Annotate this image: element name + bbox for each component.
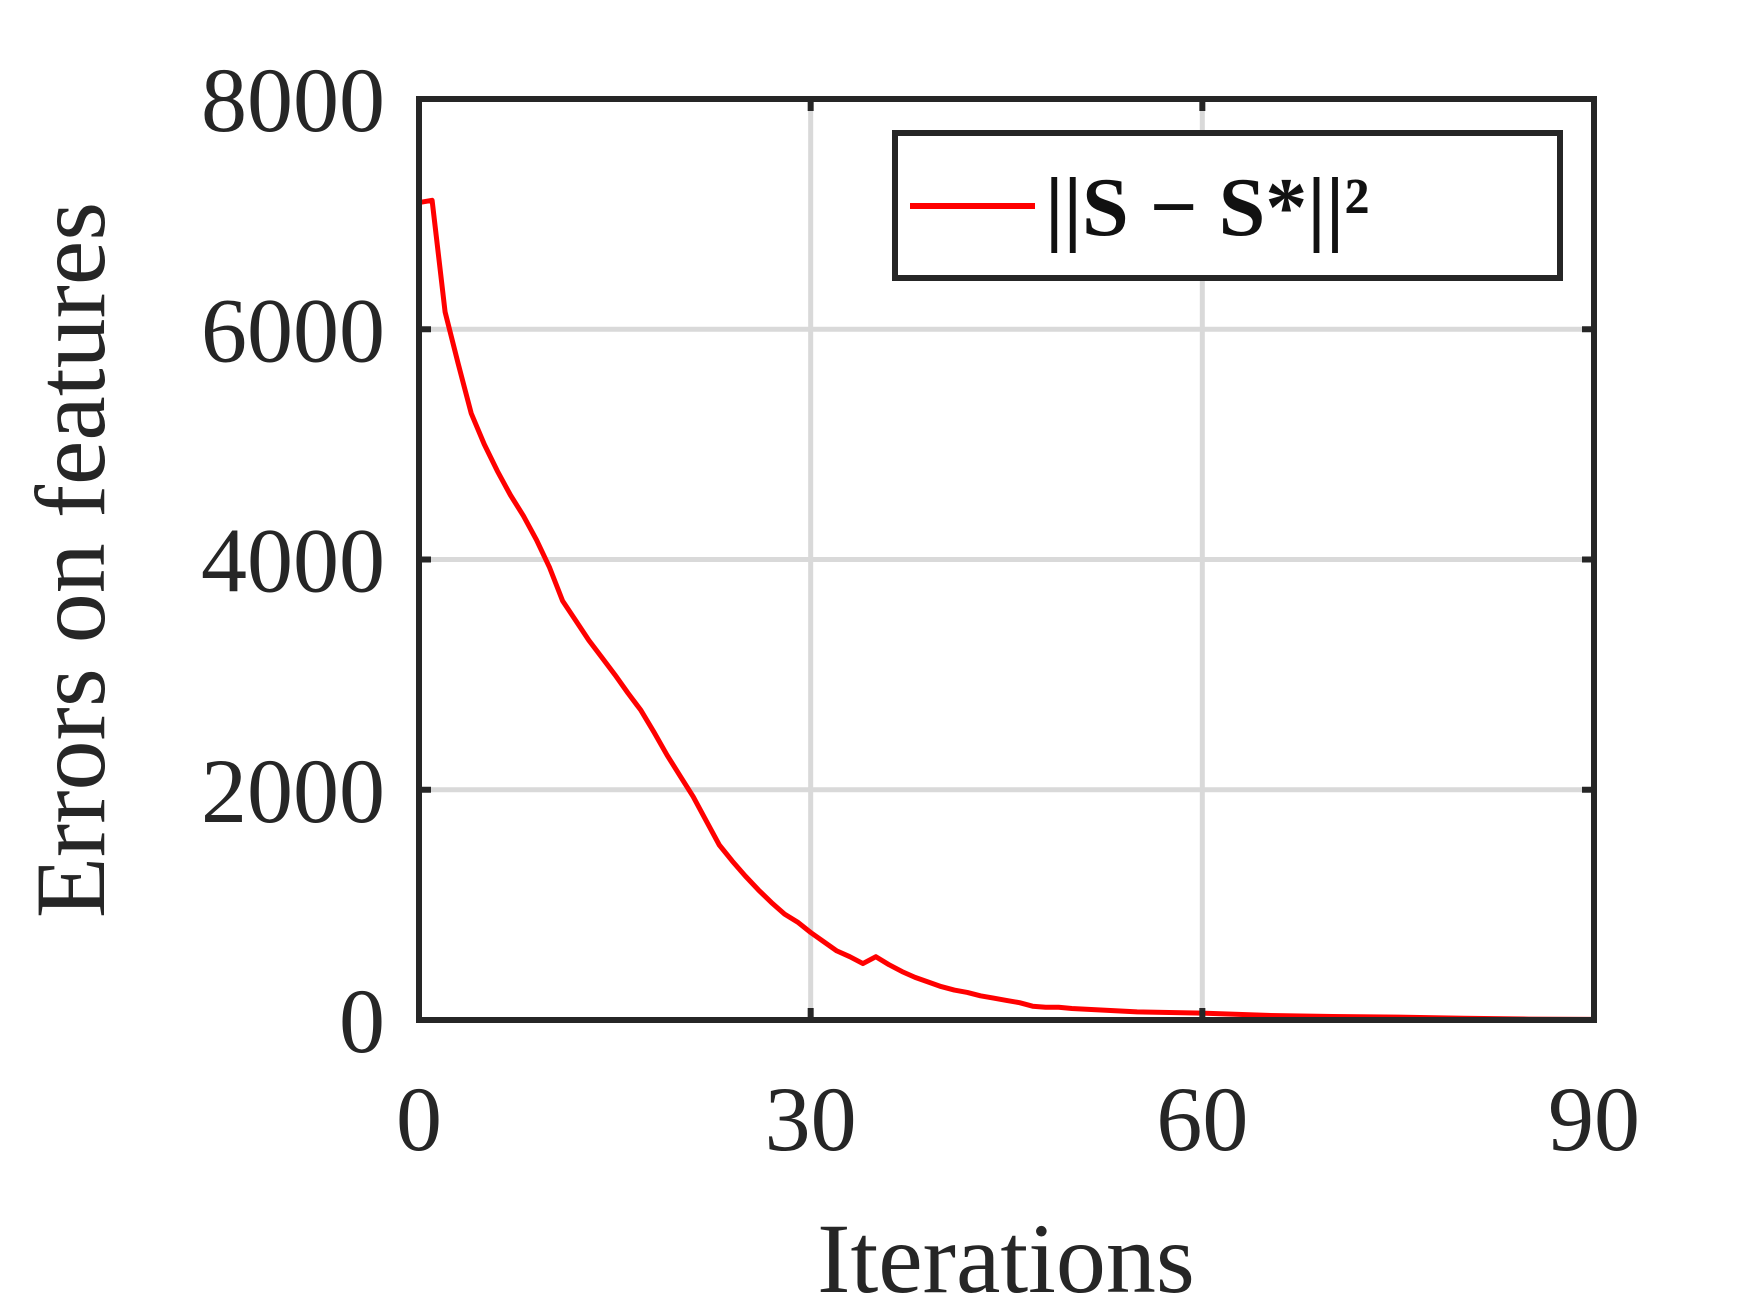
grid-lines [419,99,1594,1020]
legend-label: ||S − S*||² [1045,161,1369,254]
y-axis-title: Errors on features [15,202,126,918]
tick-marks [416,96,1597,1023]
x-tick-label: 60 [1156,1068,1248,1170]
y-tick-label: 0 [339,970,385,1072]
x-tick-label: 0 [396,1068,442,1170]
y-tick-label: 8000 [201,49,385,151]
x-tick-label: 90 [1548,1068,1640,1170]
y-tick-label: 4000 [201,510,385,612]
series-line [418,197,1595,1022]
tick-labels: 0 30 60 90 0 2000 4000 6000 8000 [201,49,1640,1170]
legend-box [892,130,1563,281]
x-tick-label: 30 [765,1068,857,1170]
x-axis-title: Iterations [817,1203,1195,1313]
legend: ||S − S*||² [892,130,1563,281]
y-tick-label: 6000 [201,279,385,381]
y-tick-label: 2000 [201,740,385,842]
series-lines [418,197,1595,1022]
